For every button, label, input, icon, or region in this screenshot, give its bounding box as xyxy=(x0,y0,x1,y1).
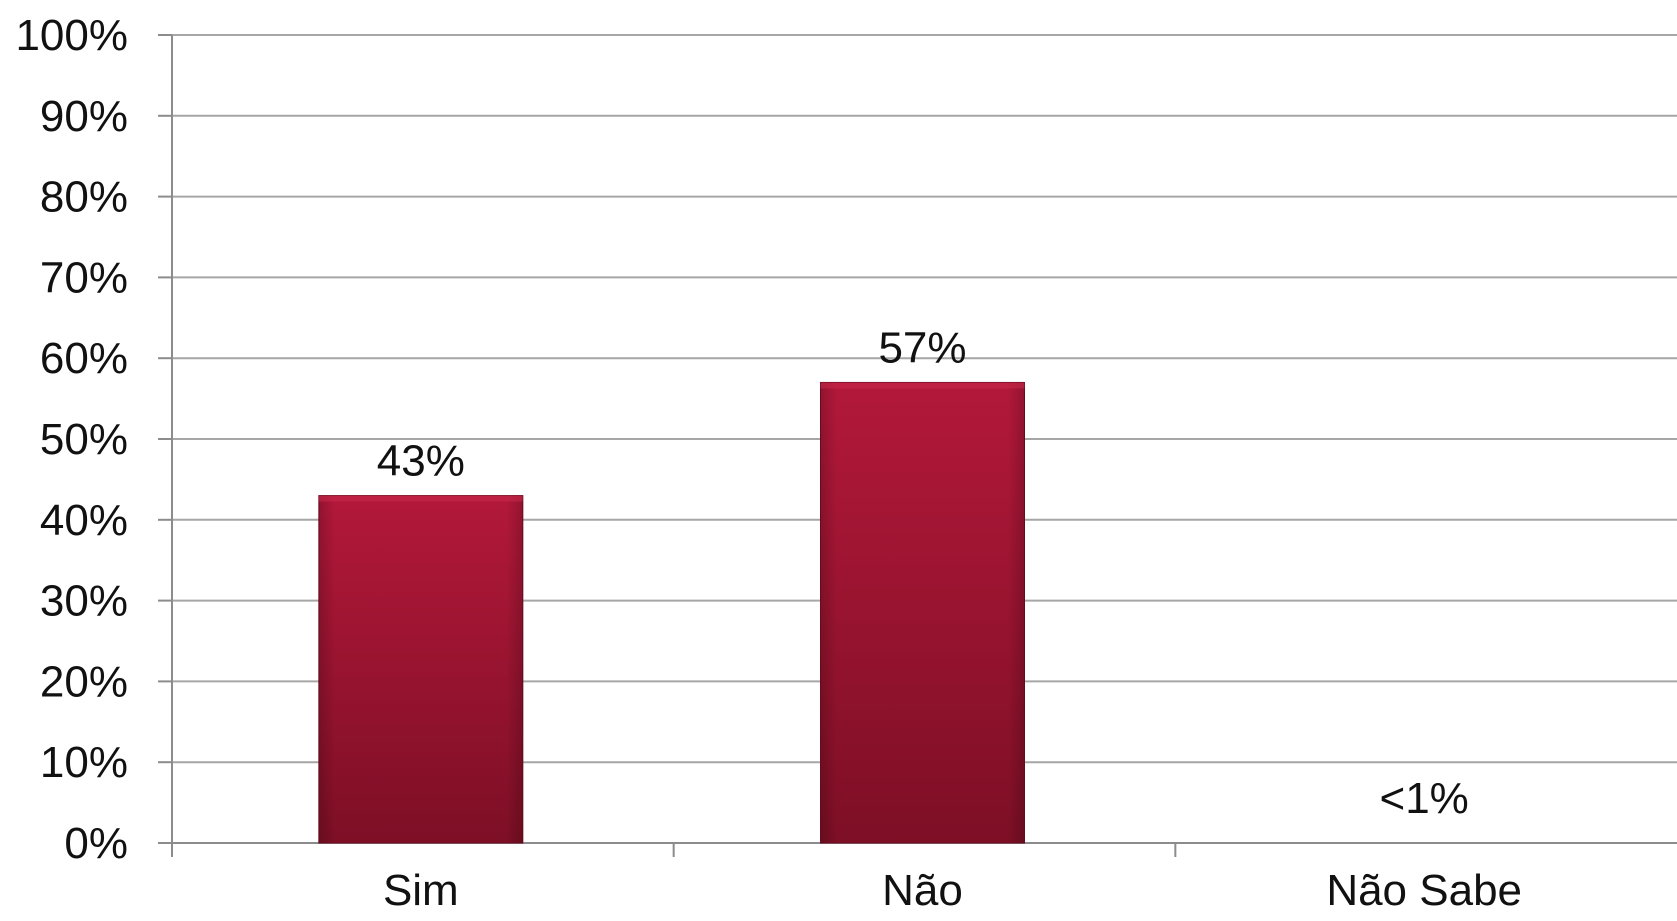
x-tick-label: Não Sabe xyxy=(1326,866,1522,915)
y-tick-label: 10% xyxy=(40,738,128,787)
y-tick-label: 100% xyxy=(15,11,128,60)
bar-shade xyxy=(820,382,1025,843)
bar-top-highlight xyxy=(318,495,523,502)
x-tick-label: Não xyxy=(882,866,963,915)
y-tick-label: 90% xyxy=(40,92,128,141)
data-label: 57% xyxy=(878,323,966,372)
bar-shade xyxy=(318,495,523,843)
y-tick-label: 80% xyxy=(40,173,128,222)
y-tick-label: 20% xyxy=(40,657,128,706)
y-tick-label: 60% xyxy=(40,334,128,383)
labels: 0% 10% 20% 30% 40% 50% 60% 70% 80% 90% 100% 43% Sim 5… xyxy=(15,11,1522,915)
bar-top-highlight xyxy=(820,382,1025,389)
y-tick-label: 0% xyxy=(64,819,128,868)
y-tick-label: 30% xyxy=(40,577,128,626)
bars xyxy=(318,381,1025,844)
y-tick-label: 40% xyxy=(40,496,128,545)
data-label: 43% xyxy=(377,437,465,486)
data-label: <1% xyxy=(1380,774,1469,823)
y-tick-label: 50% xyxy=(40,415,128,464)
x-tick-label: Sim xyxy=(383,866,459,915)
y-tick-label: 70% xyxy=(40,253,128,302)
